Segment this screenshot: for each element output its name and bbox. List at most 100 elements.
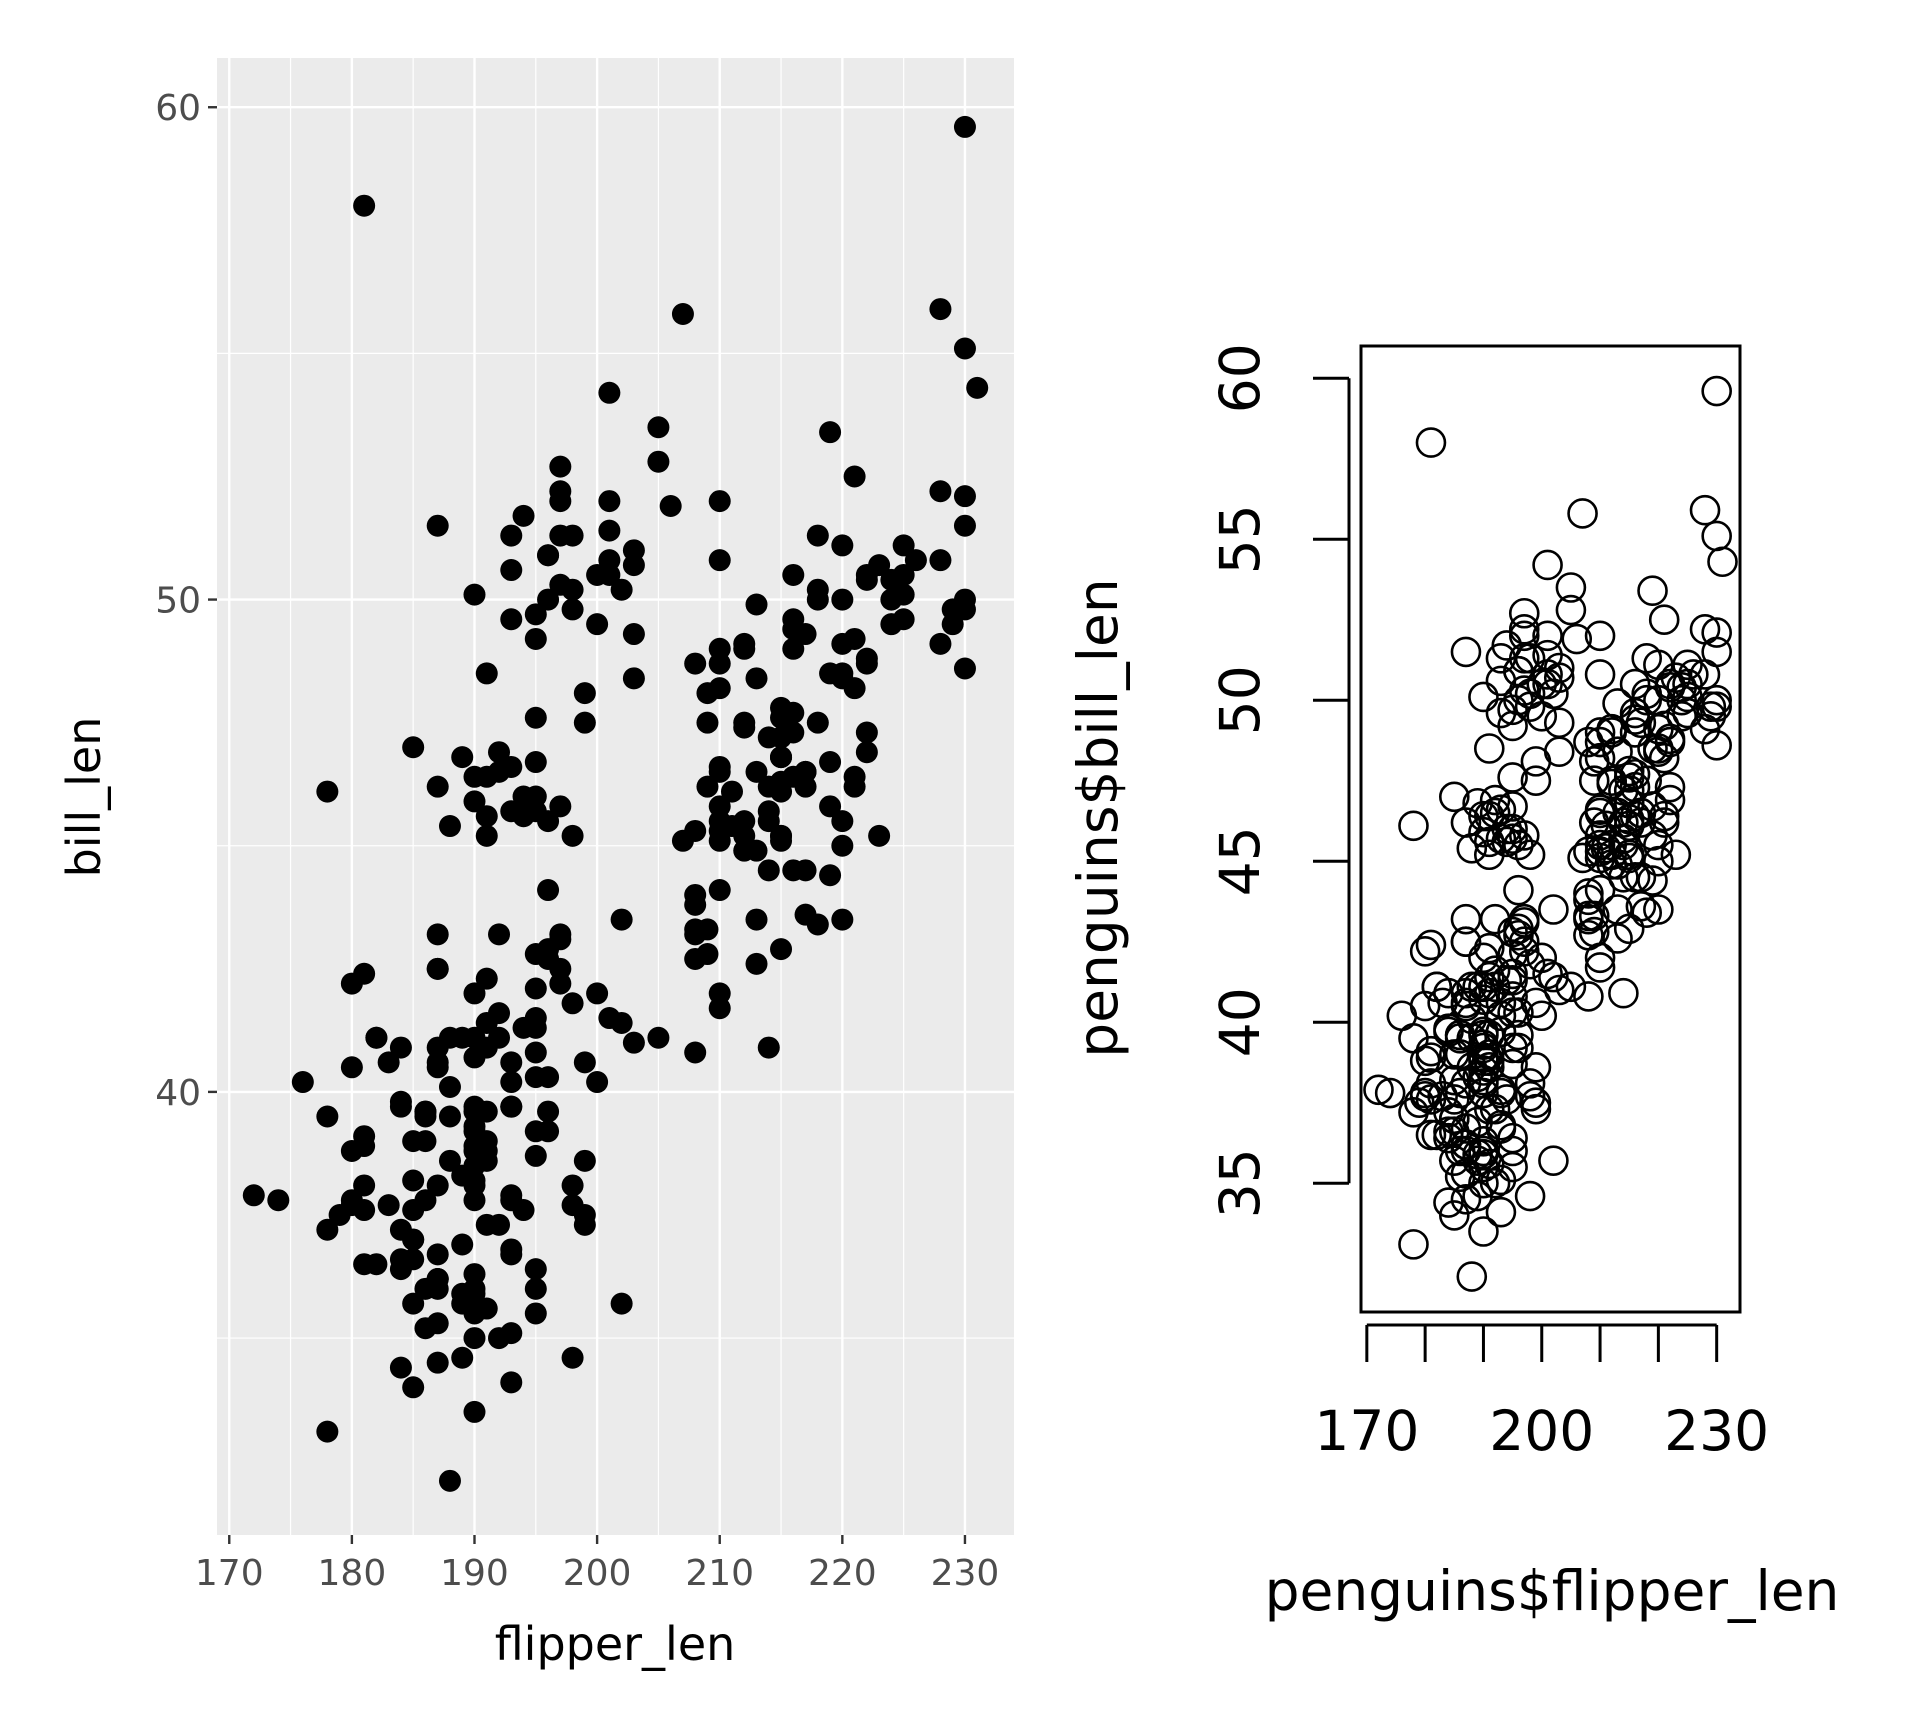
data-point xyxy=(426,957,449,980)
data-point xyxy=(1485,697,1517,729)
data-point xyxy=(500,559,523,582)
data-point xyxy=(1497,958,1528,990)
data-point xyxy=(782,721,805,744)
data-point xyxy=(1491,630,1523,661)
data-point xyxy=(402,1292,425,1315)
data-point xyxy=(561,578,584,601)
data-point xyxy=(414,1100,437,1123)
data-point xyxy=(426,1351,449,1374)
data-point xyxy=(1503,1032,1534,1064)
data-point xyxy=(512,504,535,527)
data-point xyxy=(1450,1184,1482,1215)
data-point xyxy=(622,1031,645,1054)
data-point xyxy=(561,598,584,621)
data-point xyxy=(1409,936,1441,967)
data-point xyxy=(733,637,756,660)
data-point xyxy=(806,711,829,734)
data-point xyxy=(524,800,547,823)
data-point xyxy=(549,455,572,478)
data-point xyxy=(377,1051,400,1074)
data-point xyxy=(1654,771,1686,803)
data-point xyxy=(573,1051,596,1074)
data-point xyxy=(1479,955,1511,986)
data-point xyxy=(1508,907,1540,938)
data-point xyxy=(316,1218,339,1241)
data-point xyxy=(1497,762,1528,793)
data-point xyxy=(500,1095,523,1118)
data-point xyxy=(733,711,756,734)
data-point xyxy=(684,1041,707,1064)
data-point xyxy=(1468,984,1499,1015)
data-point xyxy=(1415,929,1447,961)
data-point xyxy=(537,544,560,567)
data-point xyxy=(684,893,707,916)
data-point xyxy=(488,923,511,946)
data-point xyxy=(1654,784,1686,816)
data-point xyxy=(1491,965,1523,996)
data-point xyxy=(1543,662,1575,693)
data-point xyxy=(426,775,449,798)
data-point xyxy=(1584,717,1616,748)
data-point xyxy=(267,1189,290,1212)
base-r-points xyxy=(1363,375,1738,1292)
data-point xyxy=(586,982,609,1005)
data-point xyxy=(353,1199,376,1222)
data-point xyxy=(488,1213,511,1236)
data-point xyxy=(831,810,854,833)
data-point xyxy=(1468,1032,1499,1064)
data-point xyxy=(1520,1087,1552,1118)
data-point xyxy=(353,1253,376,1276)
data-point xyxy=(389,1248,412,1271)
data-point xyxy=(806,913,829,936)
base-r-scatter-plot: 170 200 230 35 40 45 50 55 60 penguins$flipper_… xyxy=(1066,343,1839,1623)
data-point xyxy=(1514,691,1546,722)
data-point xyxy=(1485,823,1517,854)
data-point xyxy=(1473,961,1505,993)
data-point xyxy=(561,524,584,547)
data-point xyxy=(426,1174,449,1197)
data-point xyxy=(745,952,768,975)
data-point xyxy=(1526,1000,1558,1032)
data-point xyxy=(1584,952,1616,983)
data-point xyxy=(1468,1077,1499,1109)
data-point xyxy=(524,603,547,626)
data-point xyxy=(1538,678,1569,710)
data-point xyxy=(855,721,878,744)
data-point xyxy=(463,1327,486,1350)
data-point xyxy=(328,1203,351,1226)
data-point xyxy=(1678,659,1709,690)
data-point xyxy=(1573,836,1604,867)
data-point xyxy=(708,549,731,572)
data-point xyxy=(757,726,780,749)
data-point xyxy=(1584,659,1616,690)
data-point xyxy=(1456,1261,1488,1292)
data-point xyxy=(868,554,891,577)
data-point xyxy=(782,701,805,724)
data-point xyxy=(1701,636,1732,668)
data-point xyxy=(1514,1180,1546,1212)
data-point xyxy=(1514,678,1546,710)
data-point xyxy=(929,480,952,503)
data-point xyxy=(708,810,731,833)
data-point xyxy=(1503,997,1534,1028)
y-tick-label: 60 xyxy=(155,88,201,129)
data-point xyxy=(402,1228,425,1251)
data-point xyxy=(475,824,498,847)
data-point xyxy=(1497,823,1528,854)
data-point xyxy=(549,795,572,818)
data-point xyxy=(855,741,878,764)
data-point xyxy=(1701,520,1732,552)
data-point xyxy=(402,736,425,759)
data-point xyxy=(1701,729,1732,761)
data-point xyxy=(426,514,449,537)
data-point xyxy=(757,775,780,798)
data-point xyxy=(1438,1200,1470,1231)
data-point xyxy=(1532,620,1563,652)
data-point xyxy=(733,824,756,847)
data-point xyxy=(1520,765,1552,797)
data-point xyxy=(953,485,976,508)
data-point xyxy=(868,824,891,847)
data-point xyxy=(745,760,768,783)
data-point xyxy=(1374,1077,1406,1109)
ggplot-y-axis-title: bill_len xyxy=(57,717,111,878)
